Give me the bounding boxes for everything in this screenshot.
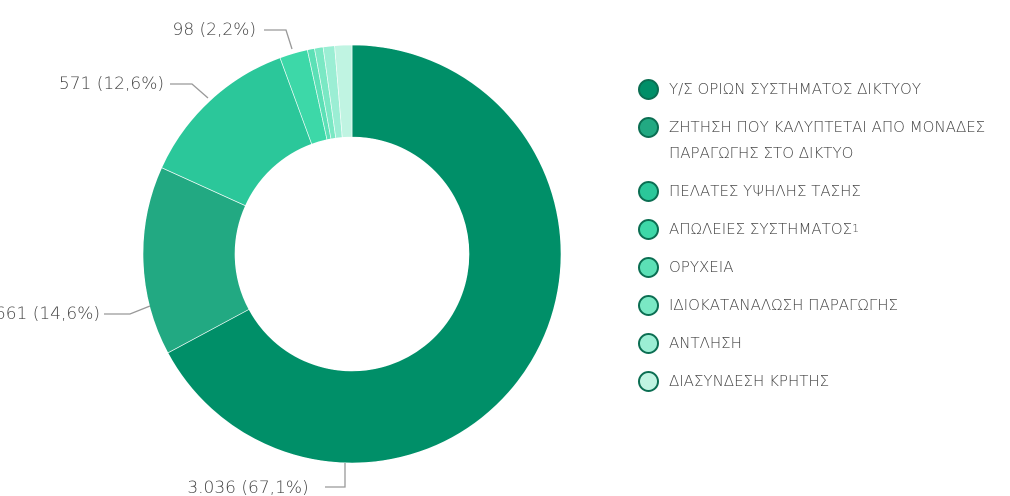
legend-item: ΖΗΤΗΣΗ ΠΟΥ ΚΑΛΥΠΤΕΤΑΙ ΑΠΟ ΜΟΝΑΔΕΣ ΠΑΡΑΓΩ… — [638, 114, 998, 166]
legend-label: ΔΙΑΣΥΝΔΕΣΗ ΚΡΗΤΗΣ — [669, 372, 830, 390]
slices — [142, 44, 562, 464]
legend-swatch — [638, 219, 659, 240]
leader-line — [170, 83, 209, 99]
data-label: 571 (12,6%) — [59, 74, 164, 94]
legend-label: ΠΕΛΑΤΕΣ ΥΨΗΛΗΣ ΤΑΣΗΣ — [669, 182, 861, 200]
leader-line — [104, 305, 151, 315]
legend-item: ΟΡΥΧΕΙΑ — [638, 254, 998, 280]
legend-label: ΖΗΤΗΣΗ ΠΟΥ ΚΑΛΥΠΤΕΤΑΙ ΑΠΟ ΜΟΝΑΔΕΣ ΠΑΡΑΓΩ… — [669, 118, 986, 162]
legend-swatch — [638, 295, 659, 316]
footnote-mark: 1 — [852, 222, 860, 235]
legend-item: Υ/Σ ΟΡΙΩΝ ΣΥΣΤΗΜΑΤΟΣ ΔΙΚΤΥΟΥ — [638, 76, 998, 102]
legend-swatch — [638, 79, 659, 100]
legend-swatch — [638, 371, 659, 392]
legend-label: ΑΝΤΛΗΣΗ — [669, 334, 742, 352]
legend-item: ΙΔΙΟΚΑΤΑΝΑΛΩΣΗ ΠΑΡΑΓΩΓΗΣ — [638, 292, 998, 318]
legend-swatch — [638, 117, 659, 138]
legend-swatch — [638, 333, 659, 354]
leader-line — [264, 29, 293, 50]
legend-swatch — [638, 257, 659, 278]
legend-label: ΑΠΩΛΕΙΕΣ ΣΥΣΤΗΜΑΤΟΣ — [669, 220, 853, 238]
legend-item: ΑΝΤΛΗΣΗ — [638, 330, 998, 356]
legend-item: ΠΕΛΑΤΕΣ ΥΨΗΛΗΣ ΤΑΣΗΣ — [638, 178, 998, 204]
data-label: 98 (2,2%) — [173, 20, 257, 40]
chart: 3.036 (67,1%) 661 (14,6%) 571 (12,6%) 98 (2… — [0, 20, 562, 496]
legend-item: ΑΠΩΛΕΙΕΣ ΣΥΣΤΗΜΑΤΟΣ 1 — [638, 216, 998, 242]
legend-label: ΙΔΙΟΚΑΤΑΝΑΛΩΣΗ ΠΑΡΑΓΩΓΗΣ — [669, 296, 898, 314]
slice — [167, 44, 562, 464]
leader-line — [325, 463, 346, 488]
legend-label: Υ/Σ ΟΡΙΩΝ ΣΥΣΤΗΜΑΤΟΣ ΔΙΚΤΥΟΥ — [669, 80, 921, 98]
data-label: 661 (14,6%) — [0, 304, 100, 324]
legend-swatch — [638, 181, 659, 202]
legend: Υ/Σ ΟΡΙΩΝ ΣΥΣΤΗΜΑΤΟΣ ΔΙΚΤΥΟΥ ΖΗΤΗΣΗ ΠΟΥ Κ… — [638, 76, 998, 406]
slice — [334, 44, 353, 138]
legend-label: ΟΡΥΧΕΙΑ — [669, 258, 734, 276]
legend-item: ΔΙΑΣΥΝΔΕΣΗ ΚΡΗΤΗΣ — [638, 368, 998, 394]
data-label: 3.036 (67,1%) — [187, 478, 308, 496]
